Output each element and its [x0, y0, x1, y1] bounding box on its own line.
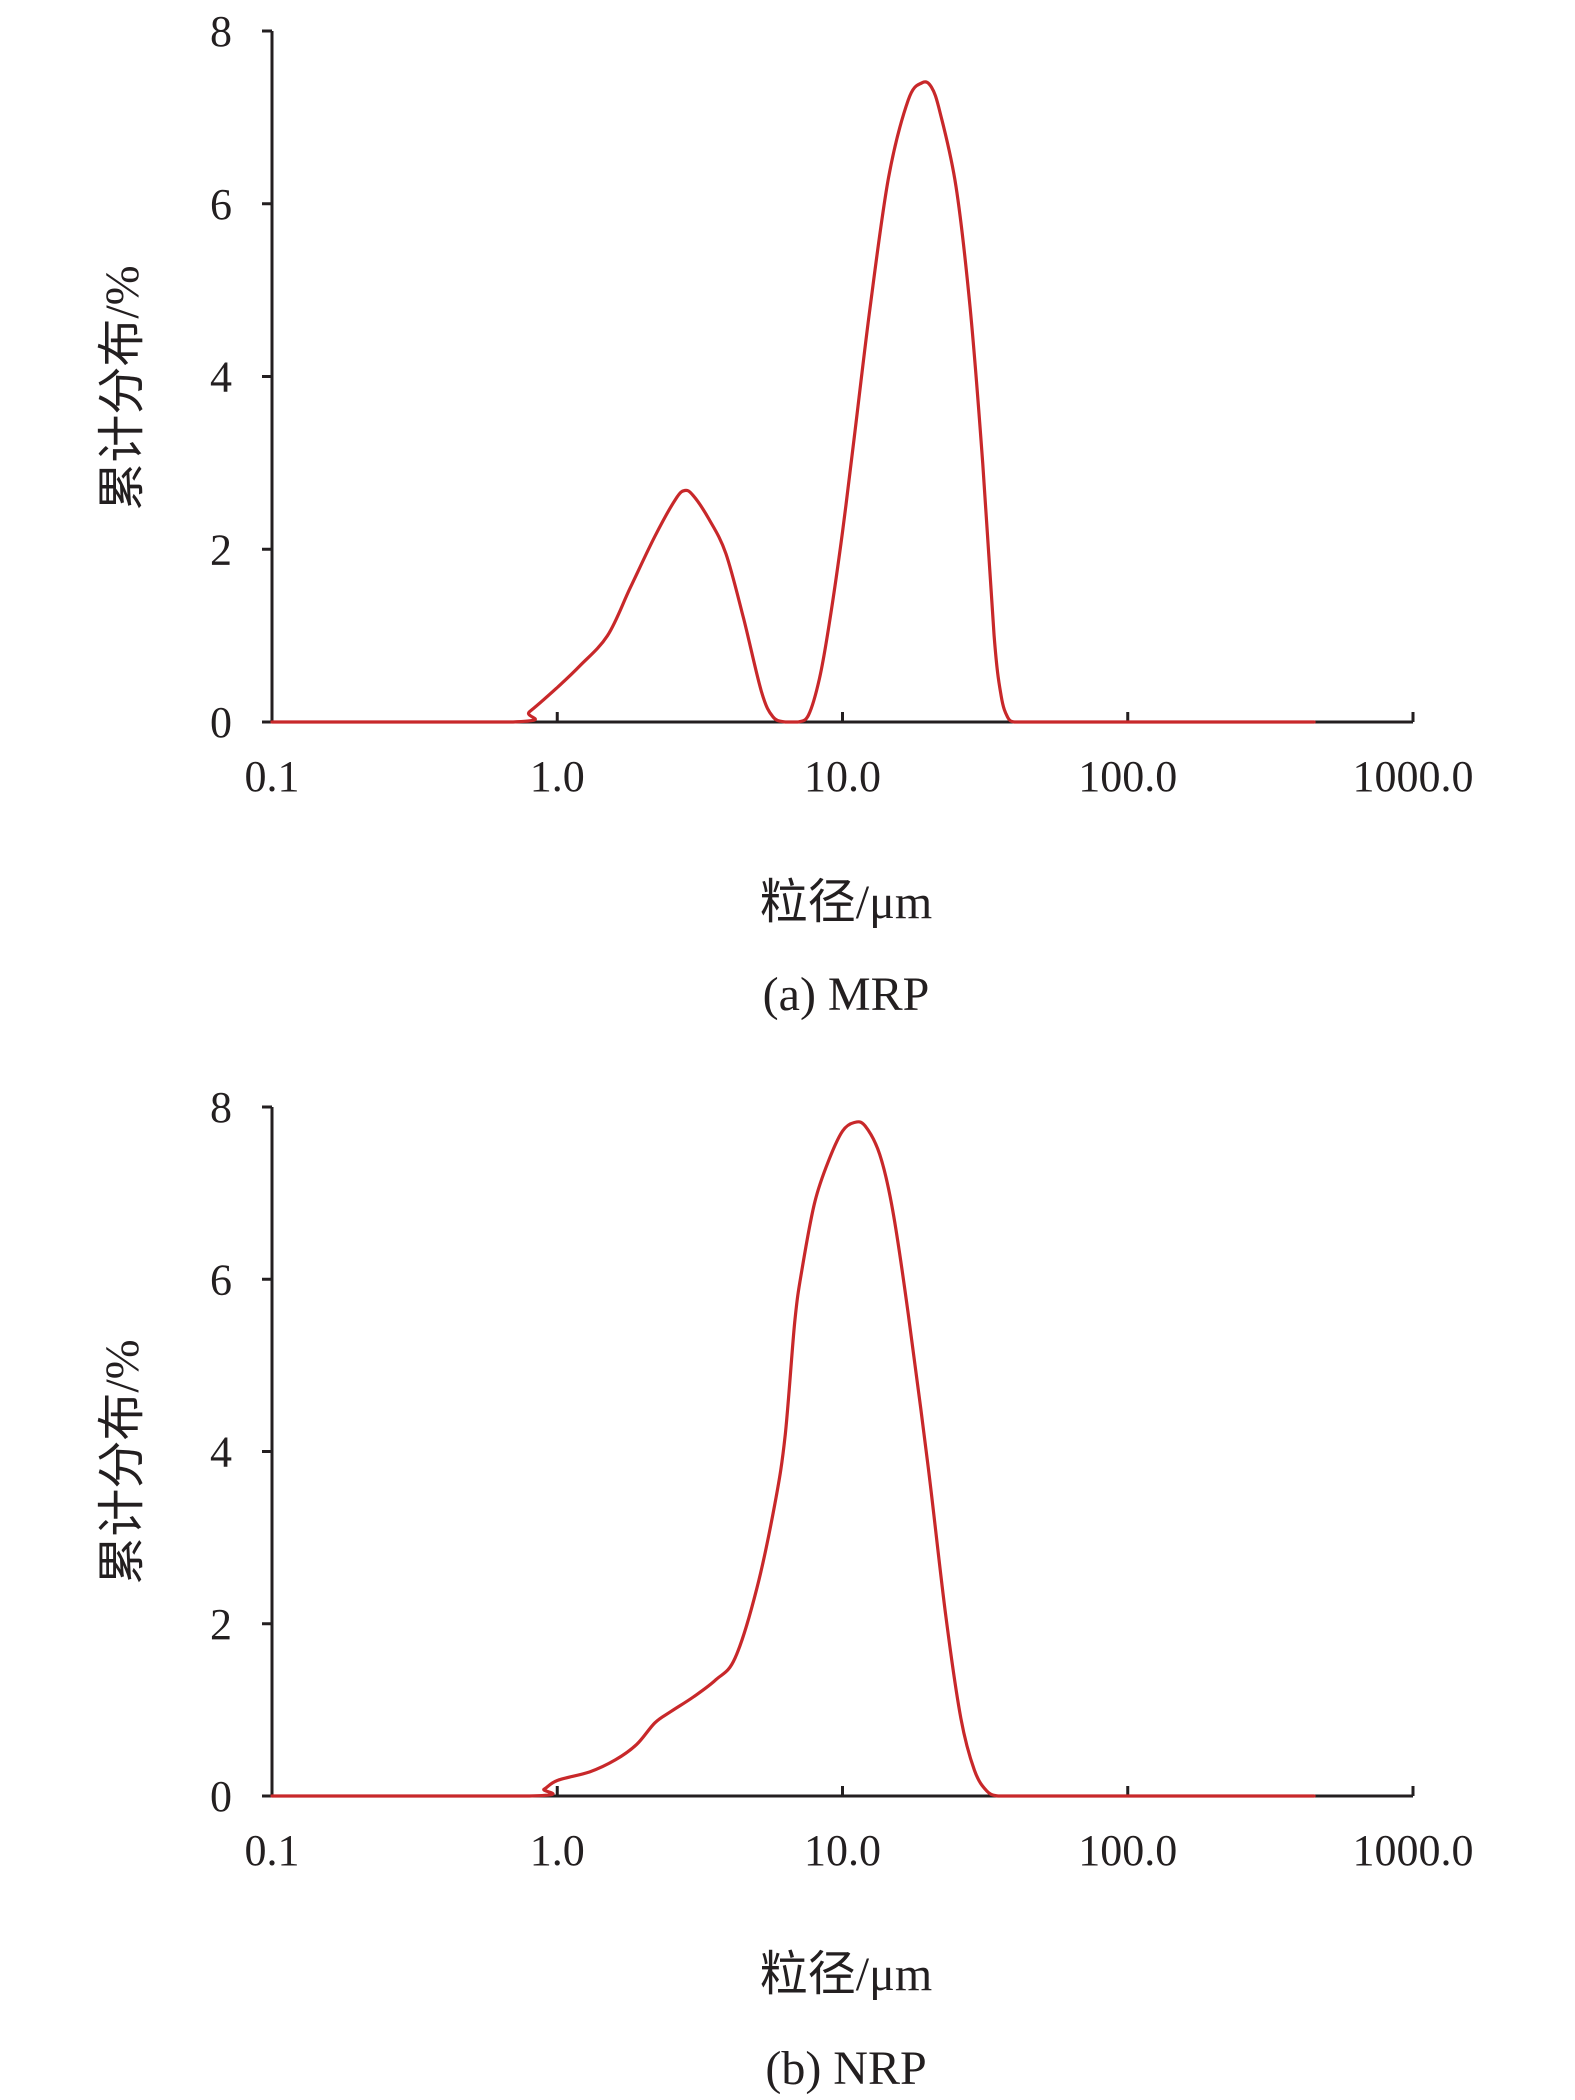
- x-tick-label: 100.0: [1078, 752, 1177, 801]
- y-tick-label: 6: [210, 180, 232, 229]
- y-tick-label: 0: [210, 1772, 232, 1821]
- y-tick-label: 2: [210, 525, 232, 574]
- x-axis-title: 粒径/μm: [760, 876, 932, 929]
- x-tick-label: 1000.0: [1353, 752, 1474, 801]
- chart-caption: (a) MRP: [763, 968, 930, 1021]
- x-tick-label: 1.0: [530, 1826, 585, 1875]
- y-tick-label: 8: [210, 1083, 232, 1132]
- x-tick-label: 10.0: [804, 752, 881, 801]
- y-tick-label: 6: [210, 1255, 232, 1304]
- y-tick-label: 8: [210, 7, 232, 56]
- y-tick-label: 2: [210, 1600, 232, 1649]
- y-tick-label: 4: [210, 353, 232, 402]
- x-axis-title: 粒径/μm: [760, 1948, 932, 2001]
- x-tick-label: 0.1: [245, 752, 300, 801]
- x-tick-label: 1000.0: [1353, 1826, 1474, 1875]
- y-tick-label: 0: [210, 698, 232, 747]
- x-tick-label: 0.1: [245, 1826, 300, 1875]
- y-axis-title: 累计分布/%: [96, 265, 149, 510]
- x-tick-label: 100.0: [1078, 1826, 1177, 1875]
- x-tick-label: 10.0: [804, 1826, 881, 1875]
- series-line: [270, 1120, 1316, 1798]
- plot-area: 0 2 4 6 8 0.1 1.0 10.0 100.0 1000.0: [210, 7, 1474, 801]
- y-axis-title: 累计分布/%: [96, 1339, 149, 1584]
- plot-area: 0 2 4 6 8 0.1 1.0 10.0 100.0 1000.0: [210, 1083, 1474, 1875]
- y-tick-label: 4: [210, 1428, 232, 1477]
- chart-caption: (b) NRP: [765, 2042, 926, 2095]
- x-tick-label: 1.0: [530, 752, 585, 801]
- series-line: [270, 80, 1316, 724]
